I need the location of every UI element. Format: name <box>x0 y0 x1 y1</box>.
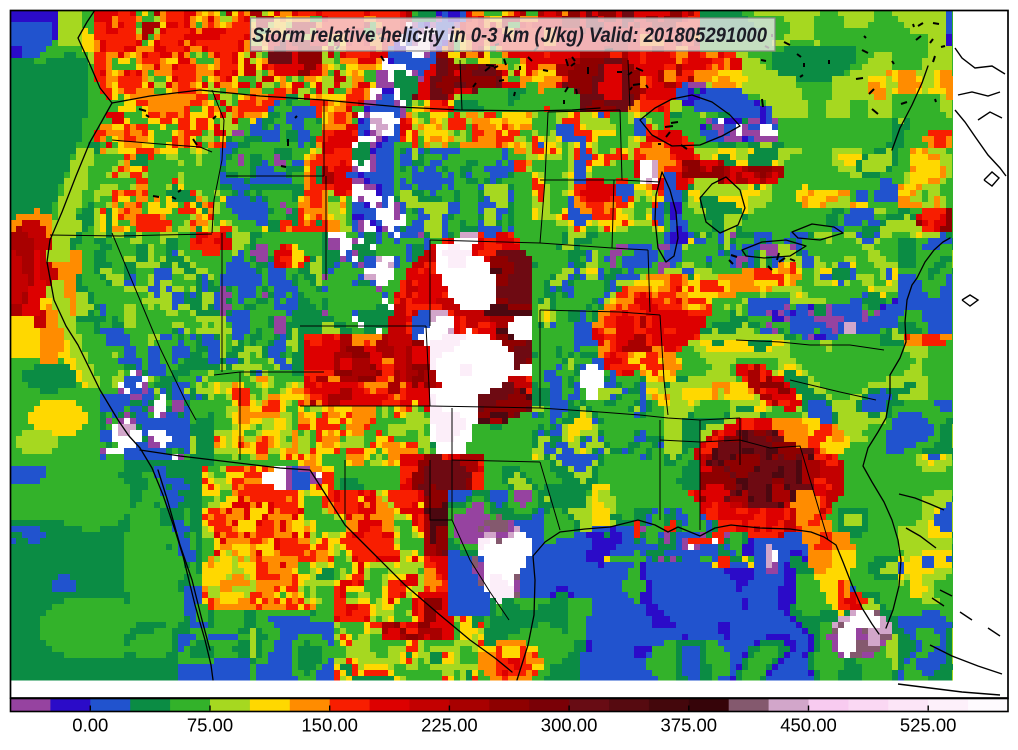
svg-text:225.00: 225.00 <box>421 715 478 736</box>
svg-text:Storm relative helicity in 0-3: Storm relative helicity in 0-3 km (J/kg)… <box>252 23 767 47</box>
svg-text:300.00: 300.00 <box>541 715 598 736</box>
svg-text:450.00: 450.00 <box>780 715 837 736</box>
svg-text:525.00: 525.00 <box>900 715 957 736</box>
svg-text:375.00: 375.00 <box>661 715 718 736</box>
svg-text:150.00: 150.00 <box>301 715 358 736</box>
svg-text:75.00: 75.00 <box>187 715 233 736</box>
svg-text:0.00: 0.00 <box>72 715 108 736</box>
